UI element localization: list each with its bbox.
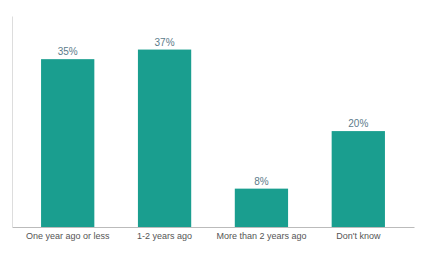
data-label: 37% <box>155 37 175 48</box>
x-tick: More than 2 years ago <box>216 231 306 241</box>
bars <box>41 50 385 227</box>
bar <box>41 59 94 227</box>
x-tick-label: 1-2 years ago <box>137 231 192 241</box>
x-tick-label: One year ago or less <box>26 231 110 241</box>
bar <box>332 131 385 227</box>
x-tick: 1-2 years ago <box>137 231 192 241</box>
y-axis-line <box>12 17 13 228</box>
bar <box>138 50 191 227</box>
data-label: 35% <box>58 46 78 57</box>
plot: One year ago or less 1-2 years ago More th… <box>13 17 415 242</box>
x-tick-label: More than 2 years ago <box>216 231 306 241</box>
chart: One year ago or less 1-2 years ago More th… <box>0 0 426 261</box>
x-tick: Don't know <box>336 231 381 241</box>
x-tick-label: Don't know <box>336 231 381 241</box>
x-axis: One year ago or less 1-2 years ago More th… <box>13 228 415 242</box>
data-label: 20% <box>348 118 368 129</box>
data-labels: 35% 37% 8% 20% <box>58 37 369 187</box>
data-label: 8% <box>254 176 269 187</box>
bar <box>235 189 288 227</box>
x-tick: One year ago or less <box>26 231 110 241</box>
x-axis-line <box>13 227 415 228</box>
y-axis <box>12 17 13 228</box>
